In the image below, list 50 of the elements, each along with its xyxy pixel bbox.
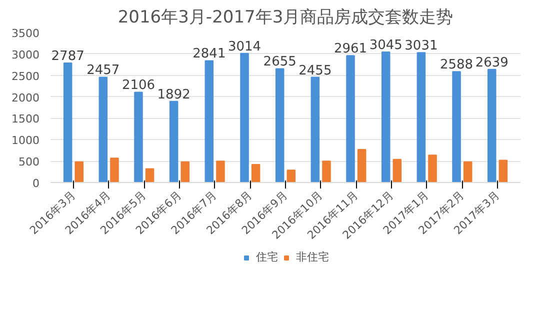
bar (463, 161, 472, 182)
data-label: 2655 (263, 54, 296, 70)
bar (381, 52, 390, 182)
bar (74, 161, 84, 182)
bar (110, 158, 119, 182)
y-tick-label: 1000 (12, 134, 40, 148)
bar (286, 170, 296, 182)
bar (416, 52, 426, 182)
bar (498, 160, 508, 182)
data-label: 2841 (192, 46, 226, 62)
bar (251, 164, 260, 182)
data-label: 2106 (122, 78, 156, 94)
y-tick-label: 1500 (12, 112, 40, 126)
chart-title: 2016年3月-2017年3月商品房成交套数走势 (118, 8, 454, 28)
data-label: 2639 (475, 55, 508, 70)
bar (63, 62, 72, 182)
data-label: 2787 (51, 49, 84, 64)
bar (240, 52, 249, 182)
data-label: 2457 (86, 63, 120, 78)
data-label: 1892 (157, 87, 190, 102)
data-label: 3014 (228, 39, 262, 54)
y-tick-label: 2500 (12, 70, 40, 83)
bar (275, 68, 284, 182)
bar (487, 68, 496, 182)
data-label: 2455 (298, 63, 332, 78)
bar (169, 100, 178, 182)
bar (216, 160, 225, 182)
data-label: 2588 (440, 58, 474, 73)
data-label: 3045 (369, 38, 402, 53)
bar (392, 158, 402, 182)
bar (322, 160, 331, 182)
bar (428, 154, 437, 182)
bar (204, 60, 214, 182)
bar (357, 149, 366, 182)
bar (346, 55, 355, 182)
bar (452, 71, 461, 182)
y-tick-label: 3000 (12, 48, 40, 62)
y-tick-label: 500 (18, 156, 40, 169)
legend-label: 住宅 (256, 250, 278, 264)
data-label: 2961 (334, 42, 368, 57)
bar (180, 161, 190, 182)
data-label: 3031 (404, 38, 438, 54)
bar (134, 92, 143, 182)
y-tick-label: 0 (32, 177, 40, 190)
bar (145, 168, 154, 182)
legend-label: 非住宅 (296, 250, 329, 264)
y-tick-label: 2000 (12, 91, 40, 104)
bar (310, 76, 320, 182)
bar (98, 76, 108, 182)
y-tick-label: 3500 (12, 27, 40, 40)
